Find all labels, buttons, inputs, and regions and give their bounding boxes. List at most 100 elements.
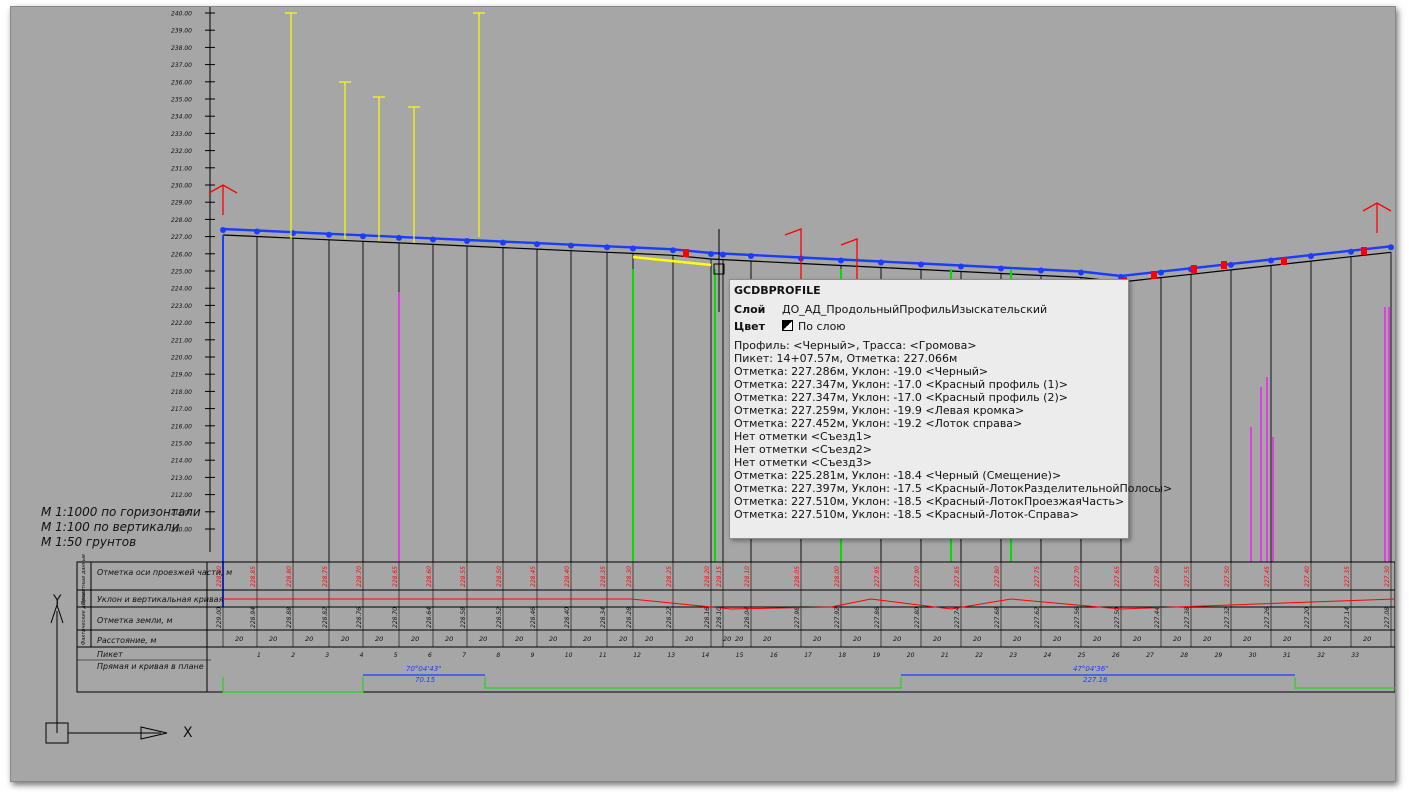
picket-number: 15: [736, 652, 744, 659]
profile-drawing[interactable]: 240.00 239.00 238.00 237.00 236.00 235.00 234.…: [11, 7, 1395, 781]
ground-elevation-value: 228.10: [716, 607, 723, 628]
profile-vertex-marker: [326, 231, 332, 238]
picket-number: 30: [1249, 652, 1257, 659]
distance-value: 20: [1133, 635, 1141, 643]
distance-value: 20: [1283, 635, 1291, 643]
axis-elevation-value: 228.55: [460, 566, 467, 587]
ground-elevation-value: 228.04: [744, 607, 751, 628]
axis-elevation-value: 227.65: [1114, 566, 1121, 587]
ucs-y-arrow-icon: [50, 603, 64, 624]
distance-value: 20: [549, 635, 557, 643]
picket-number: 28: [1180, 652, 1188, 659]
distance-value: 20: [445, 635, 453, 643]
elevation-tick-label: 240.00: [171, 11, 192, 18]
distance-value: 20: [735, 635, 743, 643]
axis-elevation-value: 227.95: [874, 566, 881, 587]
elevation-tick-label: 219.00: [171, 372, 192, 379]
profile-vertex-marker: [918, 261, 924, 268]
design-point-marker: [1281, 257, 1287, 265]
profile-vertex-marker: [1078, 269, 1084, 276]
ground-elevation-value: 227.62: [1034, 607, 1041, 628]
axis-elevation-value: 227.30: [1384, 566, 1391, 587]
tooltip-line: Отметка: 225.281м, Уклон: -18.4 <Черный …: [734, 469, 1062, 482]
picket-number: 14: [702, 652, 710, 659]
crossing-flag-marker: [840, 238, 858, 289]
profile-vertex-marker: [1038, 267, 1044, 274]
picket-number: 4: [360, 652, 364, 659]
elevation-tick-label: 236.00: [171, 79, 192, 86]
plan-straight-segment: [222, 677, 364, 693]
ground-elevation-value: 227.74: [954, 607, 961, 628]
picket-number: 22: [975, 652, 983, 659]
distance-value: 20: [813, 635, 821, 643]
plan-curve-angle: 47°04'36": [1073, 665, 1108, 673]
distance-value: 20: [479, 635, 487, 643]
profile-vertex-marker: [720, 251, 726, 258]
distance-value: 20: [1173, 635, 1181, 643]
axis-elevation-value: 228.75: [322, 566, 329, 587]
distance-value: 20: [973, 635, 981, 643]
profile-vertex-marker: [958, 263, 964, 270]
elevation-tick-label: 229.00: [171, 200, 192, 207]
distance-value: 20: [1203, 635, 1211, 643]
elevation-tick-label: 213.00: [171, 475, 192, 482]
ground-elevation-value: 227.44: [1154, 607, 1161, 628]
distance-value: 20: [375, 635, 383, 643]
picket-number: 26: [1112, 652, 1120, 659]
axis-elevation-value: 227.55: [1184, 566, 1191, 587]
ground-elevation-value: 227.98: [794, 607, 801, 628]
picket-number: 21: [941, 652, 949, 659]
profile-vertex-marker: [1388, 244, 1394, 251]
picket-number: 17: [804, 652, 812, 659]
annotation-highlight-segment: [632, 255, 712, 267]
ground-elevation-value: 227.86: [874, 607, 881, 628]
picket-number: 8: [496, 652, 500, 659]
axis-elevation-value: 227.85: [954, 566, 961, 587]
distance-value: 20: [1323, 635, 1331, 643]
axis-elevation-value: 228.85: [250, 566, 257, 587]
drawing-viewport[interactable]: 240.00 239.00 238.00 237.00 236.00 235.00 234.…: [10, 6, 1396, 782]
elevation-tick-label: 234.00: [171, 114, 192, 121]
tooltip-layer-key: Слой: [734, 303, 766, 316]
axis-elevation-value: 228.50: [496, 566, 503, 587]
tooltip-line: Отметка: 227.259м, Уклон: -19.9 <Левая к…: [734, 404, 1025, 417]
profile-vertex-marker: [464, 237, 470, 244]
axis-elevation-value: 227.50: [1224, 566, 1231, 587]
profile-data-table: [76, 561, 1395, 693]
tooltip-line: Пикет: 14+07.57м, Отметка: 227.066м: [734, 352, 958, 365]
distance-value: 20: [269, 635, 277, 643]
axis-elevation-value: 228.65: [392, 566, 399, 587]
profile-vertex-marker: [670, 247, 676, 254]
elevation-tick-label: 230.00: [171, 183, 192, 190]
axis-elevation-value: 228.60: [426, 566, 433, 587]
picket-number: 25: [1078, 652, 1086, 659]
crossing-flag-marker: [784, 228, 802, 279]
ground-elevation-value: 227.32: [1224, 607, 1231, 628]
tooltip-line: Отметка: 227.397м, Уклон: -17.5 <Красный…: [734, 482, 1173, 495]
distance-value: 20: [933, 635, 941, 643]
distance-value: 20: [305, 635, 313, 643]
tooltip-profile-lines: Профиль: <Черный>, Трасса: <Громова> Пик…: [734, 339, 1173, 521]
tooltip-layer-value: ДО_АД_ПродольныйПрофильИзыскательский: [782, 303, 1048, 316]
scale-note-horizontal: М 1:1000 по горизонтали: [41, 505, 201, 519]
tooltip-line: Нет отметки <Съезд3>: [734, 456, 872, 469]
tooltip-color-key: Цвет: [734, 320, 766, 333]
profile-vertex-marker: [878, 259, 884, 266]
axis-elevation-value: 228.20: [704, 566, 711, 587]
design-point-marker: [1151, 271, 1157, 279]
axis-elevation-value: 228.30: [626, 566, 633, 587]
design-point-marker: [683, 249, 689, 257]
tooltip-line: Нет отметки <Съезд2>: [734, 443, 872, 456]
table-group-design-label: Проектные данные: [81, 554, 87, 605]
plan-curve-angle: 70°04'43": [406, 665, 441, 673]
elevation-tick-label: 226.00: [171, 251, 192, 258]
ground-elevation-value: 227.08: [1384, 607, 1391, 628]
picket-number: 7: [462, 652, 466, 659]
axis-elevation-value: 228.40: [564, 566, 571, 587]
axis-elevation-value: 227.75: [1034, 566, 1041, 587]
profile-vertex-marker: [998, 265, 1004, 272]
profile-vertex-marker: [1158, 269, 1164, 276]
profile-vertex-marker: [1268, 257, 1274, 264]
distance-value: 20: [411, 635, 419, 643]
elevation-tick-label: 228.00: [171, 217, 192, 224]
